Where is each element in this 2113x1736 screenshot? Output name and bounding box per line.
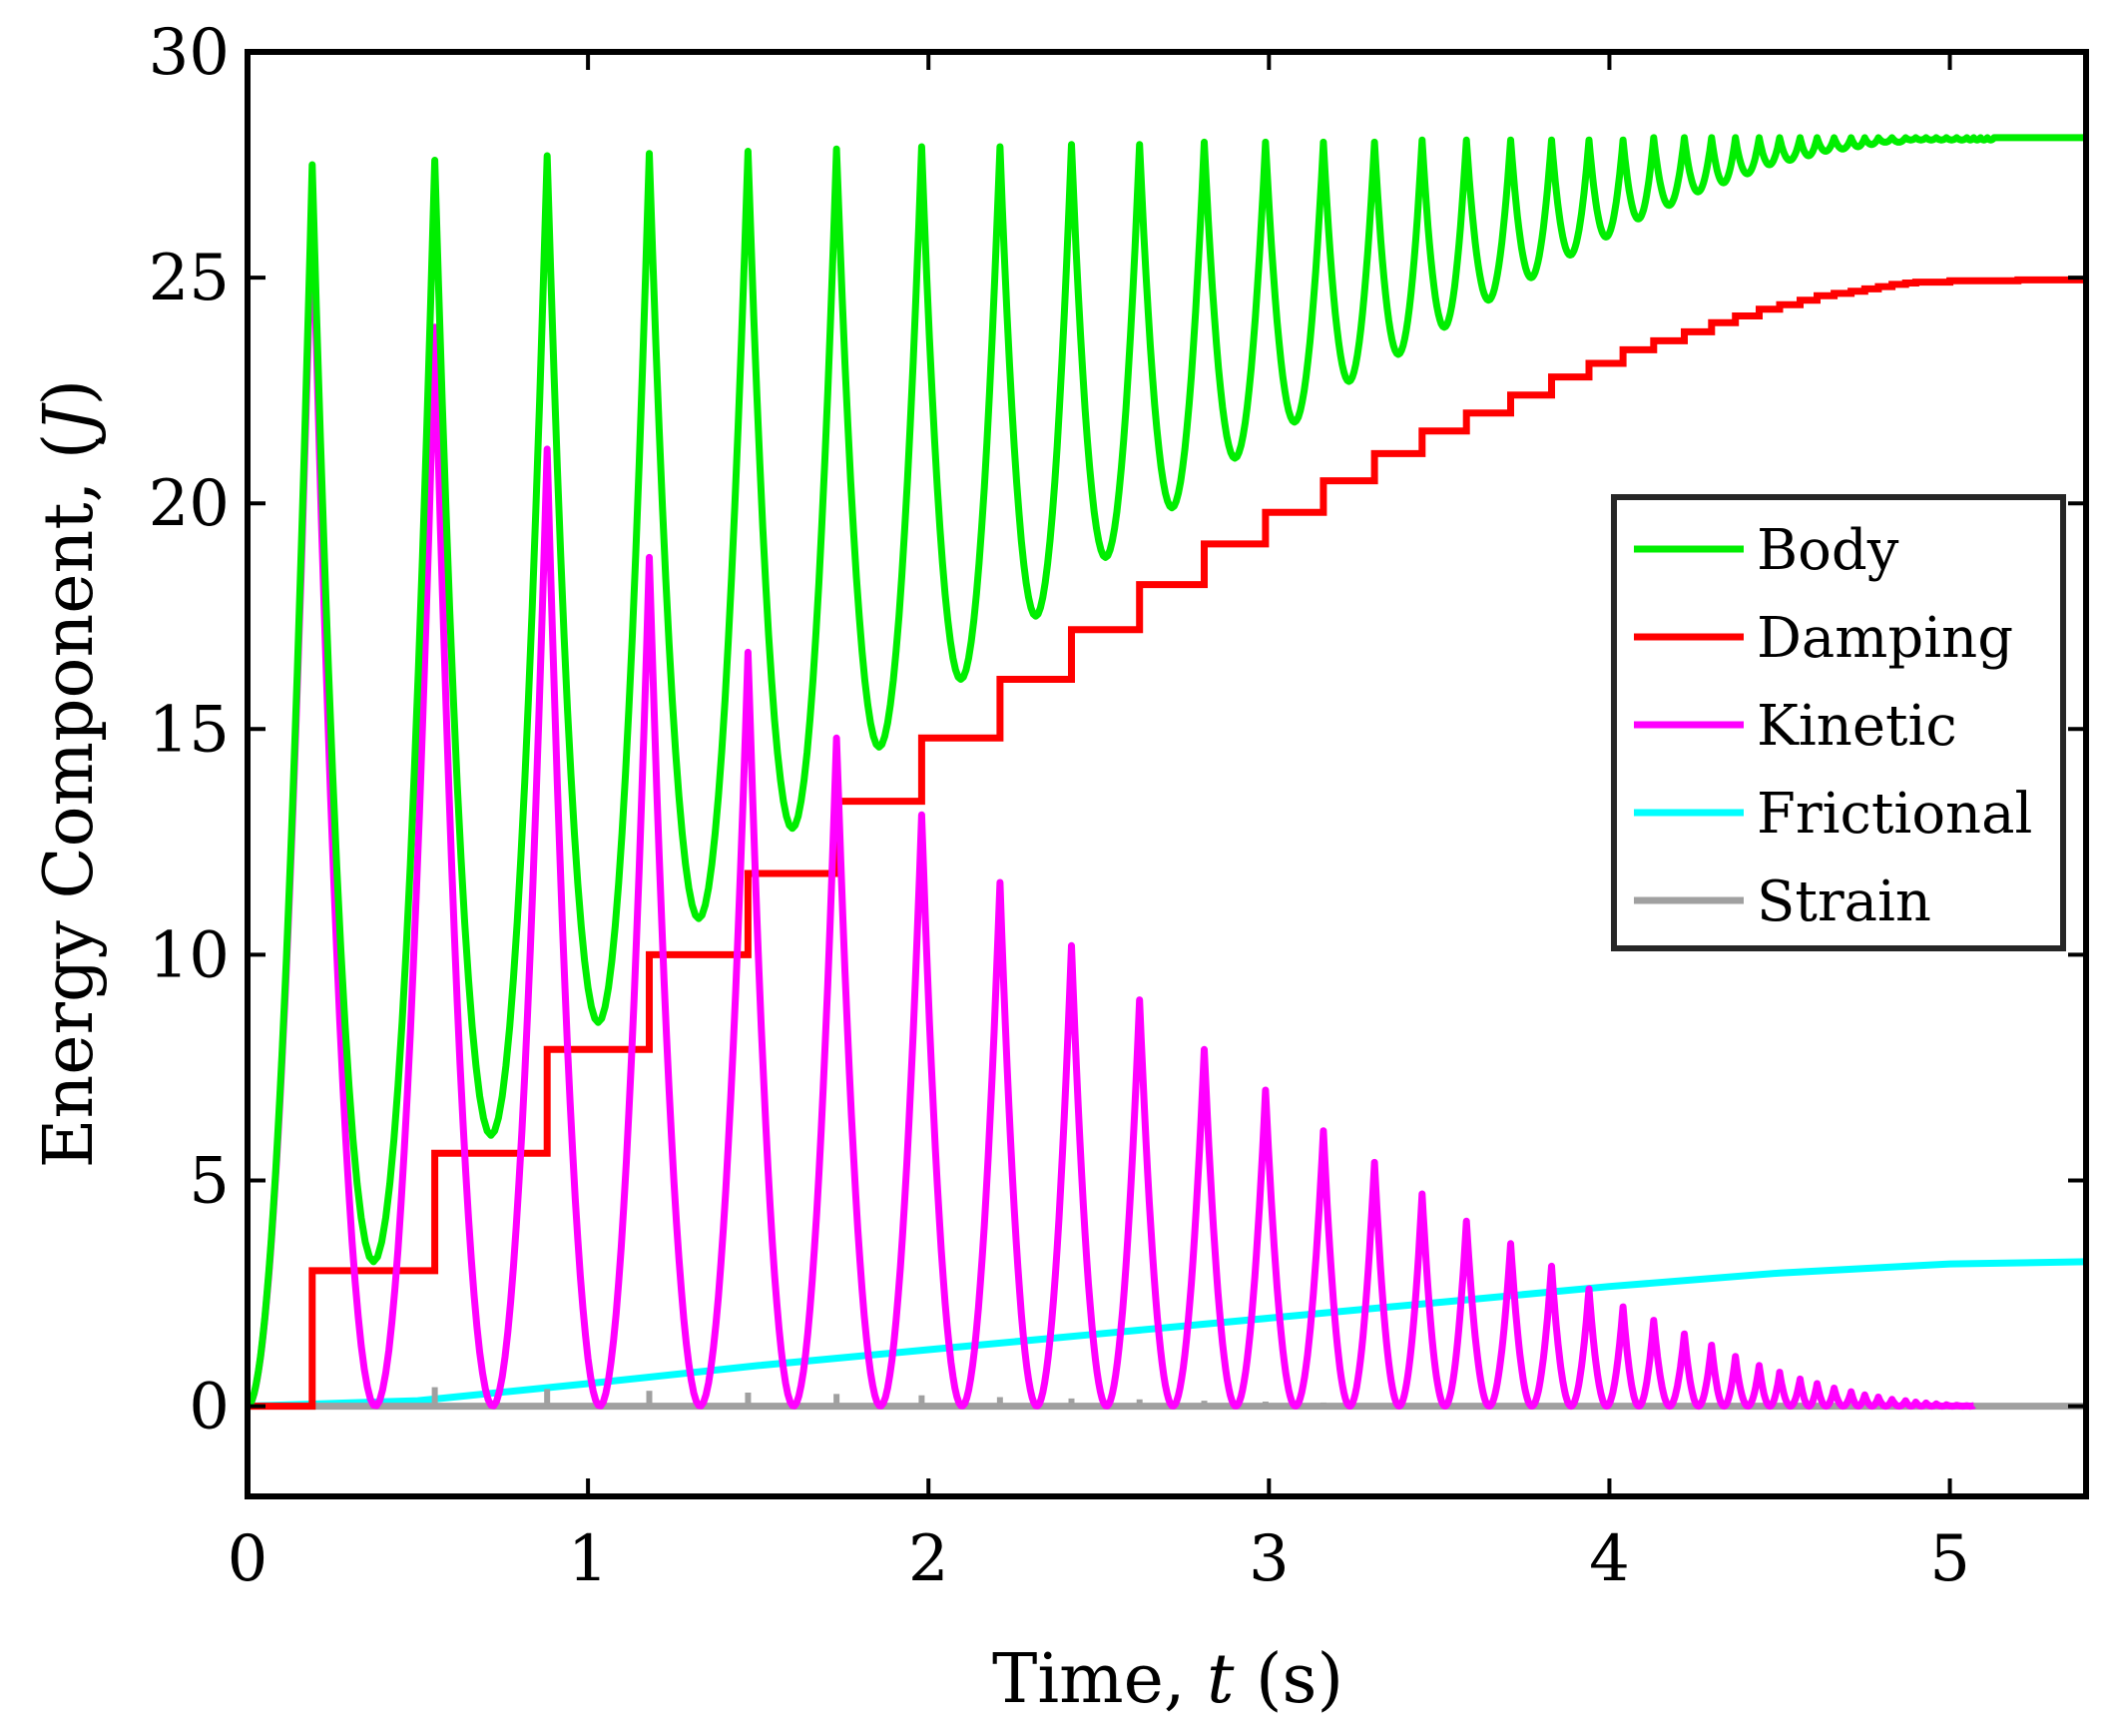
legend-label-kinetic: Kinetic (1757, 694, 1957, 759)
series-damping-line (248, 276, 2086, 1411)
x-tick-label: 3 (1249, 1522, 1290, 1596)
x-tick-label: 0 (228, 1522, 268, 1596)
y-tick-label: 0 (189, 1371, 230, 1445)
legend-label-damping: Damping (1757, 606, 2013, 671)
y-tick-label: 25 (149, 242, 230, 315)
plot-frame (245, 49, 2089, 1499)
y-axis-title: Energy Component, (J) (30, 379, 109, 1168)
y-tick-label: 10 (149, 918, 230, 992)
legend-label-strain: Strain (1757, 869, 1931, 934)
y-tick-label: 20 (149, 467, 230, 541)
x-tick-label: 4 (1589, 1522, 1630, 1596)
legend: Body Damping Kinetic Frictional Strain (1611, 494, 2066, 951)
y-tick-label: 30 (149, 16, 230, 90)
legend-label-frictional: Frictional (1757, 782, 2032, 847)
y-tick-label: 15 (149, 693, 230, 767)
x-axis-title: Time, t (s) (992, 1640, 1343, 1719)
legend-label-body: Body (1757, 518, 1899, 583)
series-frictional-line (248, 1258, 2086, 1411)
series-body-line (248, 134, 2086, 1410)
x-tick-label: 5 (1929, 1522, 1970, 1596)
x-tick-label: 2 (908, 1522, 949, 1596)
series-kinetic-line (248, 188, 1977, 1411)
plot-area (245, 49, 2089, 1499)
x-tick-label: 1 (568, 1522, 609, 1596)
y-tick-label: 5 (189, 1144, 230, 1218)
